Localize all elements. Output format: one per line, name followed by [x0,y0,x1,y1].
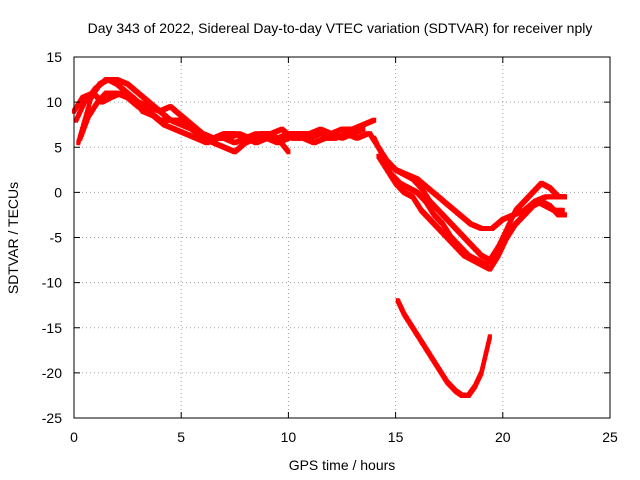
data-point [563,212,567,218]
grid [74,57,610,418]
series-track-4 [72,90,370,146]
y-tick-labels: -25 -20 -15 -10 -5 0 5 10 15 [42,49,62,426]
y-tick-label: -5 [50,230,63,246]
x-tick-label: 25 [602,429,618,445]
y-tick-label: -25 [42,410,62,426]
data-point [563,194,567,200]
tick-marks [73,56,611,419]
y-tick-label: -20 [42,365,62,381]
x-tick-label: 20 [495,429,511,445]
x-tick-label: 0 [70,429,78,445]
y-tick-label: 15 [46,49,62,65]
y-tick-label: 10 [46,94,62,110]
x-tick-labels: 0 5 10 15 20 25 [70,429,618,445]
y-tick-label: -15 [42,320,62,336]
y-axis-label: SDTVAR / TECUs [5,182,21,294]
data-point [372,117,377,123]
data-point [361,126,366,132]
y-tick-label: 5 [54,139,62,155]
y-tick-label: -10 [42,275,62,291]
data-points [72,77,567,398]
chart-title: Day 343 of 2022, Sidereal Day-to-day VTE… [88,20,593,36]
series-track-9 [395,298,492,398]
data-point [286,149,291,155]
series-track-7 [376,153,567,272]
data-point [487,334,492,340]
x-axis-label: GPS time / hours [289,457,396,473]
x-tick-label: 5 [177,429,185,445]
x-tick-label: 10 [281,429,297,445]
y-tick-label: 0 [54,184,62,200]
data-point [560,207,565,213]
series-track-8 [393,167,567,231]
series-track-5 [367,131,567,263]
x-tick-label: 15 [388,429,404,445]
data-point [365,131,370,137]
